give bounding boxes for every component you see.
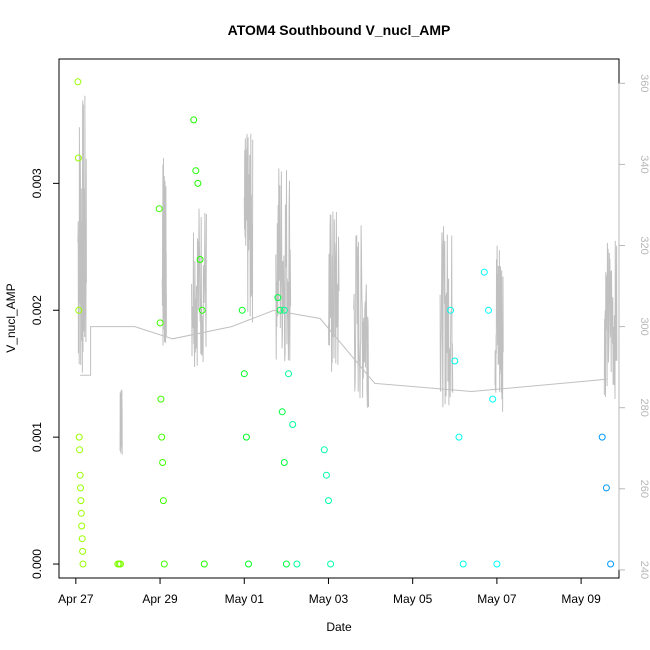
data-point <box>489 395 497 403</box>
data-point <box>158 433 166 441</box>
y-tick-label: 0.002 <box>30 295 44 325</box>
data-point <box>77 497 85 505</box>
x-tick-label: May 03 <box>309 592 349 606</box>
data-point <box>79 547 87 555</box>
x-tick-label: May 07 <box>477 592 517 606</box>
y-axis: 0.000 0.001 0.002 0.003 <box>30 168 60 579</box>
data-point <box>451 357 459 365</box>
data-point <box>78 522 86 530</box>
y2-tick-label: 280 <box>638 399 650 417</box>
data-point <box>157 395 165 403</box>
data-point <box>325 497 332 505</box>
data-point <box>322 471 330 479</box>
data-point <box>159 497 167 505</box>
trace-layer <box>77 95 618 455</box>
data-point <box>240 370 248 378</box>
data-point <box>75 433 83 441</box>
data-point <box>160 560 168 568</box>
data-point <box>289 421 297 428</box>
data-point <box>196 256 204 263</box>
data-point <box>192 167 200 175</box>
data-point <box>607 560 615 568</box>
trace-connector <box>80 309 607 393</box>
x-tick-label: May 05 <box>393 592 433 606</box>
data-point <box>327 560 335 568</box>
data-point <box>190 116 198 124</box>
data-point <box>198 306 206 314</box>
data-point <box>117 560 124 568</box>
data-point <box>74 78 82 86</box>
data-point <box>278 408 286 416</box>
data-point <box>76 471 84 479</box>
data-point <box>280 306 288 314</box>
data-point <box>76 446 84 454</box>
y-tick-label: 0.003 <box>30 168 44 198</box>
data-point <box>194 179 202 187</box>
y2-tick-label: 340 <box>638 155 650 173</box>
data-point <box>77 509 85 517</box>
data-point <box>280 459 288 466</box>
data-point <box>602 484 610 492</box>
data-point <box>155 205 163 213</box>
data-point <box>598 433 606 441</box>
x-tick-label: Apr 27 <box>58 592 94 606</box>
trace-bursts <box>77 95 618 455</box>
y2-tick-label: 360 <box>638 74 650 92</box>
data-point <box>242 433 250 441</box>
data-point <box>282 560 290 568</box>
plot-frame <box>58 58 620 579</box>
data-point <box>320 446 328 454</box>
x-tick-label: Apr 29 <box>142 592 178 606</box>
data-point <box>79 560 87 568</box>
data-point <box>156 319 164 327</box>
chart-title: ATOM4 Southbound V_nucl_AMP <box>228 22 451 38</box>
x-tick-label: May 09 <box>561 592 601 606</box>
data-point <box>293 560 301 568</box>
data-point <box>285 370 292 378</box>
data-point <box>75 306 83 314</box>
data-point <box>238 306 246 314</box>
data-point <box>77 484 84 492</box>
data-point <box>159 459 167 466</box>
y2-tick-label: 260 <box>638 480 650 498</box>
data-point <box>459 560 467 568</box>
y-axis-label: V_nucl_AMP <box>4 283 18 352</box>
data-point <box>74 154 82 162</box>
data-point <box>455 433 463 441</box>
x-axis: Apr 27 Apr 29 May 01 May 03 May 05 May 07 May … <box>58 577 601 606</box>
data-point <box>200 560 208 568</box>
y2-tick-label: 240 <box>638 561 650 579</box>
points-layer <box>74 78 615 568</box>
y-tick-label: 0.001 <box>30 422 44 452</box>
data-point <box>493 560 501 568</box>
data-point <box>274 294 282 302</box>
x-tick-label: May 01 <box>225 592 265 606</box>
x-axis-label: Date <box>326 620 352 634</box>
data-point <box>245 560 252 568</box>
y2-axis: 240 260 280 300 320 340 360 <box>618 74 650 579</box>
data-point <box>485 306 492 314</box>
y-tick-label: 0.000 <box>30 549 44 579</box>
y2-tick-label: 300 <box>638 317 650 335</box>
y2-tick-label: 320 <box>638 236 650 254</box>
data-point <box>78 535 86 543</box>
data-point <box>447 306 455 314</box>
data-point <box>480 268 488 276</box>
data-point <box>276 306 284 314</box>
